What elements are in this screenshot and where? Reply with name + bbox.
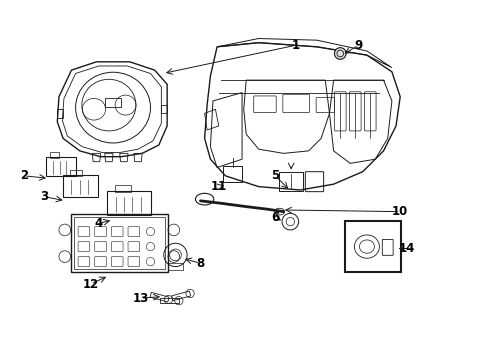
Text: 11: 11 bbox=[210, 180, 226, 193]
Text: 3: 3 bbox=[40, 190, 48, 203]
Text: 4: 4 bbox=[95, 217, 103, 230]
Text: 14: 14 bbox=[398, 242, 414, 255]
Text: 6: 6 bbox=[271, 211, 279, 224]
Circle shape bbox=[334, 48, 346, 59]
Text: 9: 9 bbox=[354, 39, 362, 52]
Text: 8: 8 bbox=[196, 257, 204, 270]
Text: 7: 7 bbox=[487, 232, 488, 245]
Text: 5: 5 bbox=[271, 169, 279, 182]
Text: 2: 2 bbox=[20, 169, 28, 182]
Text: 10: 10 bbox=[391, 205, 407, 218]
Text: 13: 13 bbox=[132, 292, 148, 305]
Text: 1: 1 bbox=[291, 39, 300, 52]
Text: 12: 12 bbox=[82, 278, 99, 291]
